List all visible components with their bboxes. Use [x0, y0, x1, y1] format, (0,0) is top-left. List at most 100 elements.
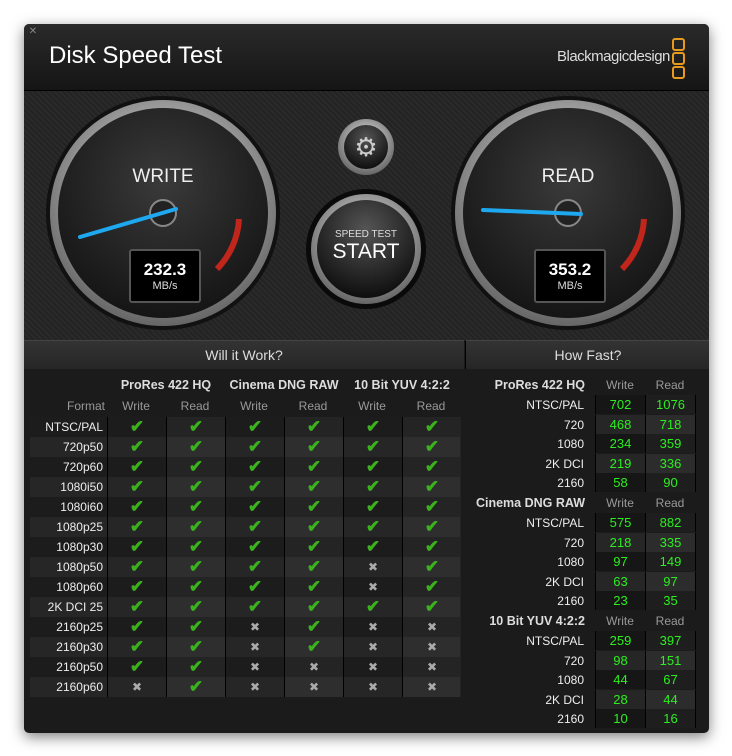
- write-column-header: Write: [122, 399, 150, 413]
- read-label: READ: [541, 166, 595, 187]
- format-label: NTSC/PAL: [526, 634, 584, 648]
- check-icon: ✔: [166, 417, 225, 437]
- codec-header: Cinema DNG RAW: [475, 496, 585, 510]
- check-icon: ✔: [343, 437, 402, 457]
- start-button-bg[interactable]: [317, 200, 415, 298]
- read-column-header: Read: [416, 399, 446, 413]
- check-icon: ✔: [284, 477, 343, 497]
- read-gauge: [451, 96, 685, 330]
- check-icon: ✔: [402, 537, 461, 557]
- check-icon: ✔: [343, 417, 402, 437]
- check-icon: ✔: [166, 617, 225, 637]
- check-icon: ✔: [343, 477, 402, 497]
- check-icon: ✔: [284, 517, 343, 537]
- write-gauge: [46, 96, 280, 330]
- check-icon: ✔: [284, 417, 343, 437]
- table-row-bg: [30, 577, 460, 597]
- check-icon: ✔: [166, 517, 225, 537]
- blackmagic-logo-icon: [672, 38, 685, 80]
- cross-icon: ✖: [402, 657, 461, 677]
- check-icon: ✔: [343, 517, 402, 537]
- read-column-header: Read: [180, 399, 210, 413]
- check-icon: ✔: [107, 597, 166, 617]
- start-caption: SPEED TEST: [334, 229, 398, 240]
- check-icon: ✔: [107, 557, 166, 577]
- codec-header: ProRes 422 HQ: [120, 378, 212, 392]
- format-label: 2160p60: [56, 680, 103, 694]
- write-speed-value: 468: [595, 414, 645, 434]
- read-speed-value: 359: [645, 434, 696, 453]
- settings-button[interactable]: [344, 125, 388, 169]
- check-icon: ✔: [225, 417, 284, 437]
- table-row-bg: [30, 537, 460, 557]
- check-icon: ✔: [225, 517, 284, 537]
- start-label: START: [332, 240, 400, 263]
- format-label: 1080i60: [60, 500, 103, 514]
- codec-header: ProRes 422 HQ: [494, 378, 585, 392]
- write-speed-value: 702: [595, 395, 645, 414]
- read-column-header: Read: [655, 378, 685, 392]
- check-icon: ✔: [107, 457, 166, 477]
- check-icon: ✔: [225, 457, 284, 477]
- cross-icon: ✖: [343, 677, 402, 697]
- write-needle: [78, 207, 178, 239]
- format-label: 720: [563, 535, 584, 550]
- cross-icon: ✖: [284, 657, 343, 677]
- check-icon: ✔: [402, 457, 461, 477]
- format-label: 720: [563, 653, 584, 668]
- check-icon: ✔: [284, 537, 343, 557]
- format-label: 720p50: [62, 440, 103, 454]
- format-label: 2160p50: [56, 660, 103, 674]
- check-icon: ✔: [402, 417, 461, 437]
- how-fast-header: How Fast?: [465, 340, 709, 369]
- cross-icon: ✖: [225, 657, 284, 677]
- format-label: 1080: [557, 555, 584, 569]
- check-icon: ✔: [343, 457, 402, 477]
- format-label: 2K DCI: [545, 456, 584, 471]
- check-icon: ✔: [166, 437, 225, 457]
- read-column-header: Read: [655, 614, 685, 628]
- read-speed-value: 151: [645, 650, 696, 670]
- check-icon: ✔: [107, 437, 166, 457]
- write-speed-value: 218: [595, 532, 645, 552]
- read-needle: [481, 208, 583, 216]
- read-speed-value: 35: [645, 591, 696, 610]
- write-speed-value: 28: [595, 689, 645, 709]
- codec-header: 10 Bit YUV 4:2:2: [489, 614, 585, 628]
- cross-icon: ✖: [402, 677, 461, 697]
- read-readout: 353.2 MB/s: [534, 249, 606, 303]
- check-icon: ✔: [284, 437, 343, 457]
- read-column-header: Read: [298, 399, 328, 413]
- cross-icon: ✖: [225, 617, 284, 637]
- check-icon: ✔: [284, 557, 343, 577]
- check-icon: ✔: [284, 577, 343, 597]
- table-row-bg: [30, 557, 460, 577]
- write-speed-value: 63: [595, 571, 645, 591]
- check-icon: ✔: [225, 497, 284, 517]
- start-button[interactable]: SPEED TEST START: [316, 229, 416, 264]
- read-speed-value: 718: [645, 414, 696, 434]
- check-icon: ✔: [166, 577, 225, 597]
- format-label: 720p60: [62, 460, 103, 474]
- cross-icon: ✖: [343, 577, 402, 597]
- check-icon: ✔: [402, 517, 461, 537]
- check-icon: ✔: [107, 657, 166, 677]
- gear-icon[interactable]: ⚙: [354, 132, 378, 162]
- cross-icon: ✖: [107, 677, 166, 697]
- check-icon: ✔: [284, 597, 343, 617]
- format-label: 1080p60: [56, 580, 103, 594]
- read-speed-value: 44: [645, 689, 696, 709]
- cross-icon: ✖: [402, 637, 461, 657]
- write-speed-value: 219: [595, 453, 645, 473]
- check-icon: ✔: [166, 637, 225, 657]
- check-icon: ✔: [225, 577, 284, 597]
- check-icon: ✔: [107, 477, 166, 497]
- cross-icon: ✖: [343, 557, 402, 577]
- check-icon: ✔: [402, 497, 461, 517]
- write-speed-value: 232.3: [143, 260, 187, 279]
- close-icon[interactable]: ✕: [28, 26, 38, 37]
- cross-icon: ✖: [343, 617, 402, 637]
- cross-icon: ✖: [225, 637, 284, 657]
- cross-icon: ✖: [402, 617, 461, 637]
- format-label: 2160: [557, 712, 584, 726]
